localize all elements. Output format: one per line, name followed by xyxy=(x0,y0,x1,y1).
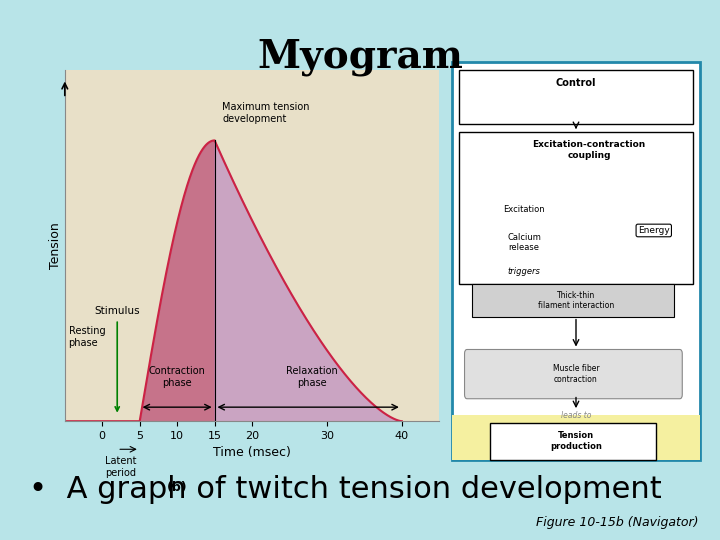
Text: Figure 10-15b (Navigator): Figure 10-15b (Navigator) xyxy=(536,516,698,529)
Text: Tension
production: Tension production xyxy=(550,431,602,451)
FancyBboxPatch shape xyxy=(464,349,683,399)
X-axis label: Time (msec): Time (msec) xyxy=(213,447,291,460)
Text: Resting
phase: Resting phase xyxy=(68,326,105,348)
Text: Stimulus: Stimulus xyxy=(94,307,140,411)
Y-axis label: Tension: Tension xyxy=(49,222,62,269)
FancyBboxPatch shape xyxy=(459,70,693,124)
Text: Relaxation
phase: Relaxation phase xyxy=(286,366,338,388)
FancyBboxPatch shape xyxy=(490,423,657,460)
Text: Calcium
release: Calcium release xyxy=(507,233,541,253)
Text: Excitation: Excitation xyxy=(503,205,545,214)
FancyBboxPatch shape xyxy=(451,415,701,460)
Text: Latent
period: Latent period xyxy=(105,456,137,478)
Text: triggers: triggers xyxy=(508,267,541,276)
Text: Thick-thin
filament interaction: Thick-thin filament interaction xyxy=(538,291,614,310)
Text: leads to: leads to xyxy=(561,411,591,420)
Text: Excitation-contraction
coupling: Excitation-contraction coupling xyxy=(532,140,646,160)
Text: Control: Control xyxy=(556,78,596,87)
FancyBboxPatch shape xyxy=(451,62,701,460)
FancyBboxPatch shape xyxy=(472,284,675,316)
Text: Contraction
phase: Contraction phase xyxy=(149,366,205,388)
Text: (b): (b) xyxy=(167,481,187,494)
Text: Muscle fiber
contraction: Muscle fiber contraction xyxy=(553,364,599,384)
Text: Maximum tension
development: Maximum tension development xyxy=(222,102,310,124)
FancyBboxPatch shape xyxy=(459,132,693,284)
Text: Myogram: Myogram xyxy=(257,38,463,76)
Text: Energy: Energy xyxy=(638,226,670,235)
Text: •  A graph of twitch tension development: • A graph of twitch tension development xyxy=(29,475,662,504)
